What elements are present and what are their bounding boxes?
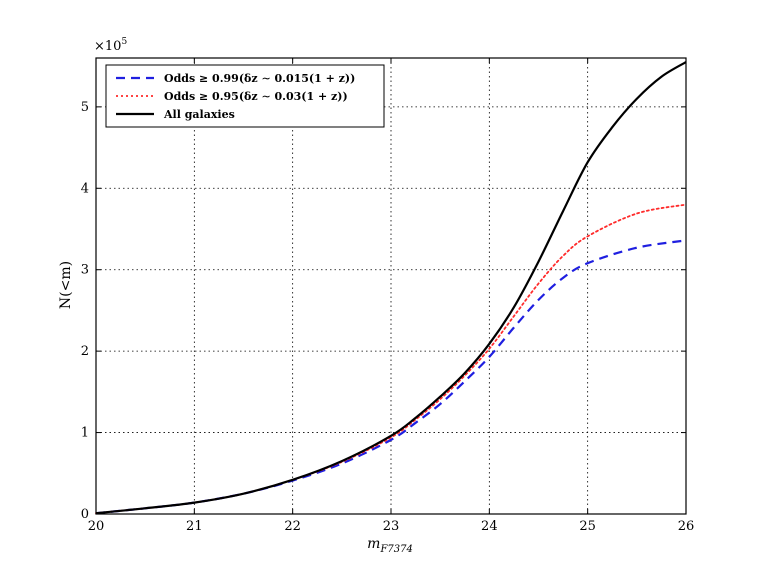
x-tick-label: 22 (284, 519, 301, 534)
series-line-3 (95, 61, 687, 515)
y-tick-label: 3 (81, 263, 89, 278)
legend-entry-1: Odds ≥ 0.99(δz ∼ 0.015(1 + z)) (164, 72, 355, 85)
series-line-2 (95, 203, 687, 515)
y-tick-label: 5 (81, 100, 89, 115)
y-tick-label: 2 (81, 344, 89, 359)
x-tick-label: 23 (383, 519, 400, 534)
y-tick-label: 0 (81, 507, 89, 522)
y-tick-label: 1 (81, 426, 89, 441)
y-axis-label: N(<m) (58, 261, 74, 309)
x-tick-label: 21 (186, 519, 203, 534)
legend-entry-2: Odds ≥ 0.95(δz ∼ 0.03(1 + z)) (164, 90, 348, 103)
x-tick-label: 26 (678, 519, 695, 534)
x-tick-label: 20 (88, 519, 105, 534)
y-scale-multiplier: ×105 (94, 37, 127, 54)
grid (96, 58, 686, 514)
x-tick-label: 24 (481, 519, 498, 534)
series-line-1 (95, 239, 687, 515)
series-group (95, 61, 687, 515)
ticks (95, 58, 687, 515)
x-axis-label: mF7374 (367, 536, 413, 555)
x-tick-label: 25 (579, 519, 596, 534)
y-tick-label: 4 (81, 181, 89, 196)
legend: Odds ≥ 0.99(δz ∼ 0.015(1 + z)) Odds ≥ 0.9… (105, 64, 385, 128)
legend-entry-3: All galaxies (163, 108, 235, 121)
